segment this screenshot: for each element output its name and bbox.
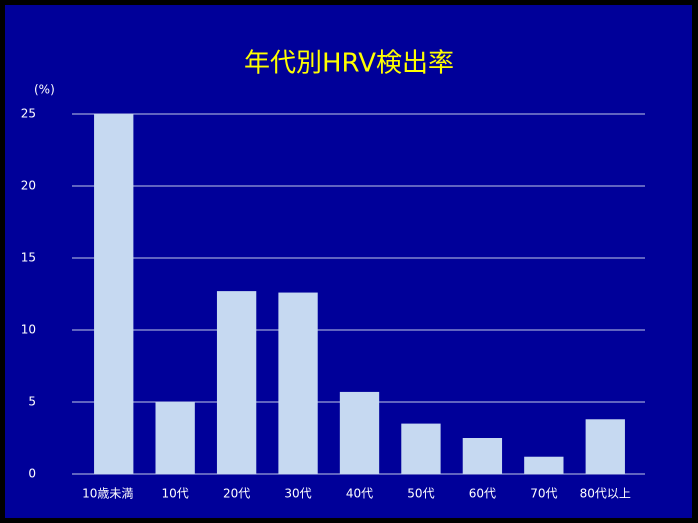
x-tick-label: 10歳未満 <box>82 487 133 501</box>
bar <box>524 456 564 474</box>
x-tick-label: 70代 <box>530 487 557 501</box>
bar <box>401 423 441 474</box>
bar <box>278 292 318 474</box>
y-tick-label: 15 <box>21 251 36 265</box>
y-tick-label: 25 <box>21 107 36 121</box>
y-tick-label: 0 <box>28 467 36 481</box>
bar <box>216 291 257 474</box>
y-tick-label: 5 <box>28 395 36 409</box>
bar <box>94 114 134 474</box>
x-tick-label: 80代以上 <box>580 487 631 501</box>
bar <box>585 419 625 474</box>
x-tick-label: 60代 <box>469 487 496 501</box>
x-tick-label: 50代 <box>407 487 434 501</box>
y-axis-label: (%) <box>34 83 55 97</box>
x-tick-label: 30代 <box>284 487 311 501</box>
y-tick-label: 20 <box>21 179 36 193</box>
bar <box>339 391 380 474</box>
x-tick-label: 10代 <box>162 487 189 501</box>
bar <box>155 402 195 474</box>
y-tick-label: 10 <box>21 323 36 337</box>
x-tick-label: 40代 <box>346 487 373 501</box>
x-tick-label: 20代 <box>223 487 250 501</box>
bar <box>462 438 503 474</box>
chart-title: 年代別HRV検出率 <box>244 49 454 79</box>
